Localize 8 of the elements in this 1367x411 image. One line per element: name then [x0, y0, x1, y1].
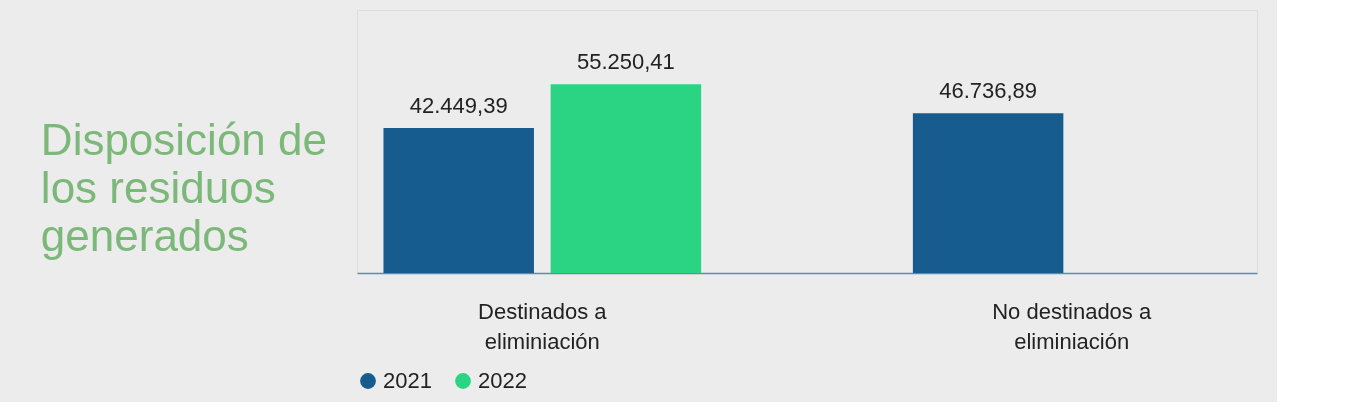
legend-label: 2021	[383, 368, 432, 393]
legend-label: 2022	[478, 368, 527, 393]
x-tick-label: No destinados a eliminiación	[992, 298, 1152, 354]
x-tick-label: Destinados a eliminiación	[478, 298, 608, 354]
text: Disposición de los residuos generados	[40, 114, 328, 260]
data-label: 46.736,89	[939, 78, 1038, 104]
data-label: 55.250,41	[576, 49, 675, 75]
data-label: 42.449,39	[409, 93, 508, 119]
